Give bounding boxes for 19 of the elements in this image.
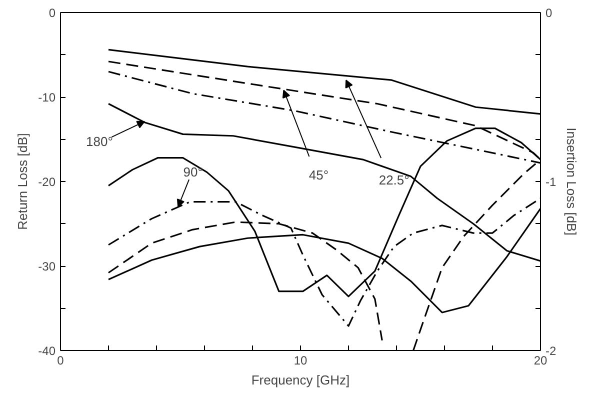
y-tick-label: -40 [38,344,56,358]
annotation: 45° [308,168,329,183]
y-tick-label: -20 [38,175,56,189]
y2-tick-label: -1 [546,175,556,189]
y-tick-label: -30 [38,260,56,274]
y2-axis-title: Insertion Loss [dB] [564,128,580,236]
x-axis-title: Frequency [GHz] [251,372,350,388]
x-tick-label: 20 [534,354,548,368]
annotation: 22.5° [378,172,410,188]
y2-tick-label: -2 [546,344,556,358]
annotation: 90° [183,164,203,180]
y-tick-label: -10 [38,90,56,104]
annotation: 180° [86,134,113,150]
y2-tick-label: 0 [546,6,552,20]
y-axis-title: Return Loss [dB] [15,133,30,230]
line-series [108,48,540,115]
x-tick-label: 10 [294,354,308,368]
x-tick-label: 0 [57,354,64,368]
y-tick-label: 0 [48,6,56,20]
